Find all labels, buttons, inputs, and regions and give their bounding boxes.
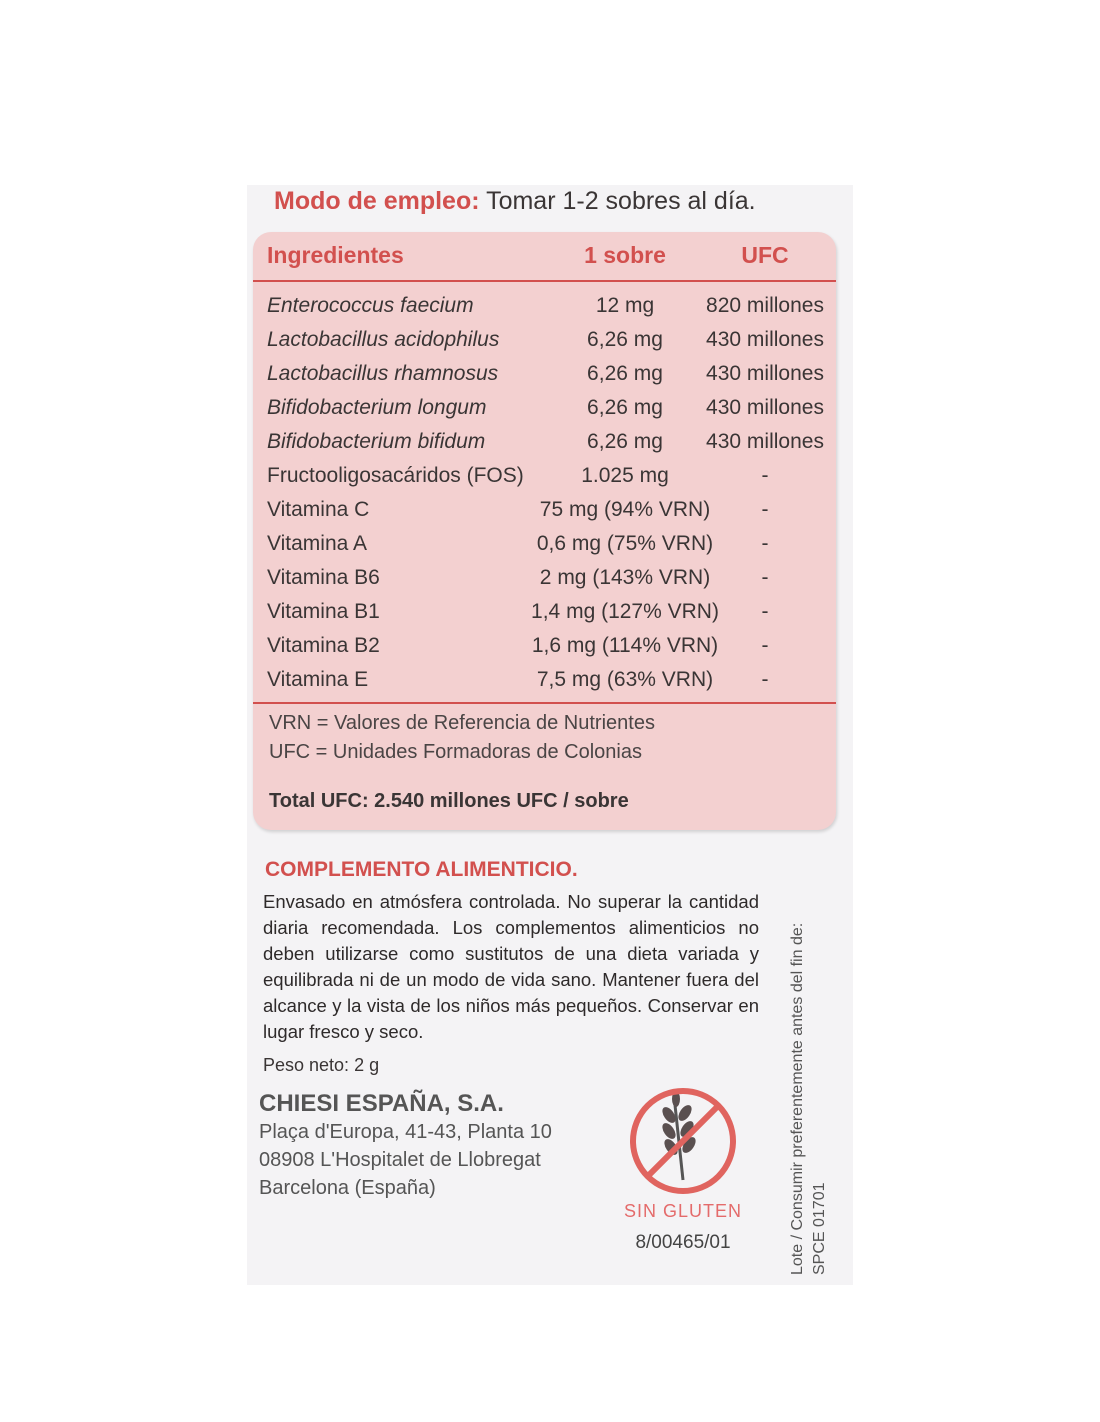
no-gluten-icon [630, 1088, 736, 1194]
header-ufc: UFC [741, 242, 789, 268]
ingredient-quantity: 6,26 mg [587, 362, 663, 385]
ingredient-quantity: 75 mg (94% VRN) [539, 498, 711, 521]
ingredient-ufc: - [761, 498, 769, 521]
gluten-free-label: SIN GLUTEN [623, 1201, 743, 1221]
badge-section: SIN GLUTEN 8/00465/01 [613, 1085, 753, 1254]
lot-info: Lote / Consumir preferentemente antes de… [787, 923, 831, 1275]
ingredient-name: Vitamina B6 [267, 566, 380, 589]
ingredient-name: Fructooligosacáridos (FOS) [267, 464, 524, 487]
table-row: Enterococcus faecium 12 mg 820 millones [253, 288, 836, 322]
ingredient-name: Vitamina B2 [267, 634, 380, 657]
ingredient-ufc: - [761, 668, 769, 691]
ingredient-quantity: 1.025 mg [581, 464, 669, 487]
table-row: Vitamina C 75 mg (94% VRN) - [253, 492, 836, 526]
table-row: Vitamina B2 1,6 mg (114% VRN) - [253, 628, 836, 662]
company-name: CHIESI ESPAÑA, S.A. [259, 1090, 504, 1117]
table-row: Lactobacillus rhamnosus 6,26 mg 430 millon… [253, 356, 836, 390]
ingredient-name: Vitamina E [267, 668, 369, 691]
table-row: Lactobacillus acidophilus 6,26 mg 430 mill… [253, 322, 836, 356]
ingredient-quantity: 6,26 mg [587, 396, 663, 419]
complement-title: COMPLEMENTO ALIMENTICIO. [265, 858, 578, 881]
ingredient-ufc: - [761, 532, 769, 555]
header-per-sachet: 1 sobre [584, 242, 666, 268]
ingredient-quantity: 7,5 mg (63% VRN) [536, 668, 714, 691]
ingredient-quantity: 1,6 mg (114% VRN) [531, 634, 719, 657]
total-ufc: Total UFC: 2.540 millones UFC / sobre [269, 790, 629, 812]
ingredient-name: Bifidobacterium longum [267, 396, 487, 419]
usage-instructions: Modo de empleo: Tomar 1-2 sobres al día. [274, 187, 756, 216]
note-vrn: VRN = Valores de Referencia de Nutriente… [269, 712, 655, 734]
ingredient-quantity: 12 mg [595, 294, 655, 317]
ingredient-quantity: 6,26 mg [587, 430, 663, 453]
table-row: Fructooligosacáridos (FOS) 1.025 mg - [253, 458, 836, 492]
ingredient-name: Bifidobacterium bifidum [267, 430, 486, 453]
ingredients-table: Ingredientes 1 sobre UFC Enterococcus fa… [253, 232, 836, 830]
net-weight: Peso neto: 2 g [263, 1055, 380, 1075]
complement-text: Envasado en atmósfera controlada. No sup… [263, 891, 759, 1042]
ingredient-quantity: 1,4 mg (127% VRN) [531, 600, 719, 623]
ingredient-name: Enterococcus faecium [267, 294, 474, 317]
complement-section: Envasado en atmósfera controlada. No sup… [259, 889, 759, 1202]
table-row: Bifidobacterium bifidum 6,26 mg 430 millon… [253, 424, 836, 458]
ingredient-quantity: 0,6 mg (75% VRN) [536, 532, 714, 555]
ingredient-name: Lactobacillus acidophilus [267, 328, 500, 351]
ingredient-ufc: - [761, 600, 769, 623]
ingredient-name: Vitamina B1 [267, 600, 380, 623]
table-row: Vitamina A 0,6 mg (75% VRN) - [253, 526, 836, 560]
ingredient-name: Vitamina C [267, 498, 370, 521]
ingredient-ufc: - [761, 634, 769, 657]
address-line: 08908 L'Hospitalet de Llobregat [259, 1149, 541, 1171]
ingredient-ufc: 820 millones [706, 294, 824, 317]
ingredient-quantity: 6,26 mg [587, 328, 663, 351]
note-ufc: UFC = Unidades Formadoras de Colonias [269, 741, 642, 763]
ingredient-ufc: 430 millones [706, 430, 824, 453]
ingredient-ufc: 430 millones [706, 396, 824, 419]
ingredient-name: Vitamina A [267, 532, 368, 555]
ingredient-name: Lactobacillus rhamnosus [267, 362, 499, 385]
usage-label: Modo de empleo: [274, 187, 480, 215]
table-row: Vitamina B1 1,4 mg (127% VRN) - [253, 594, 836, 628]
usage-text: Tomar 1-2 sobres al día. [486, 187, 756, 215]
lot-label: Lote / Consumir preferentemente antes de… [789, 922, 806, 1275]
product-label: Modo de empleo: Tomar 1-2 sobres al día.… [247, 185, 853, 1285]
table-row: Vitamina B6 2 mg (143% VRN) - [253, 560, 836, 594]
lot-code: SPCE 01701 [811, 1182, 828, 1275]
header-ingredients: Ingredientes [267, 242, 404, 268]
ingredient-ufc: - [761, 464, 769, 487]
registration-number: 8/00465/01 [635, 1232, 731, 1253]
address-line: Barcelona (España) [259, 1177, 436, 1199]
table-row: Vitamina E 7,5 mg (63% VRN) - [253, 662, 836, 696]
table-row: Bifidobacterium longum 6,26 mg 430 millone… [253, 390, 836, 424]
notes-divider [253, 702, 836, 704]
header-divider [253, 280, 836, 282]
address-line: Plaça d'Europa, 41-43, Planta 10 [259, 1121, 552, 1143]
ingredient-quantity: 2 mg (143% VRN) [539, 566, 711, 589]
ingredient-ufc: - [761, 566, 769, 589]
ingredient-ufc: 430 millones [706, 328, 824, 351]
ingredient-ufc: 430 millones [706, 362, 824, 385]
